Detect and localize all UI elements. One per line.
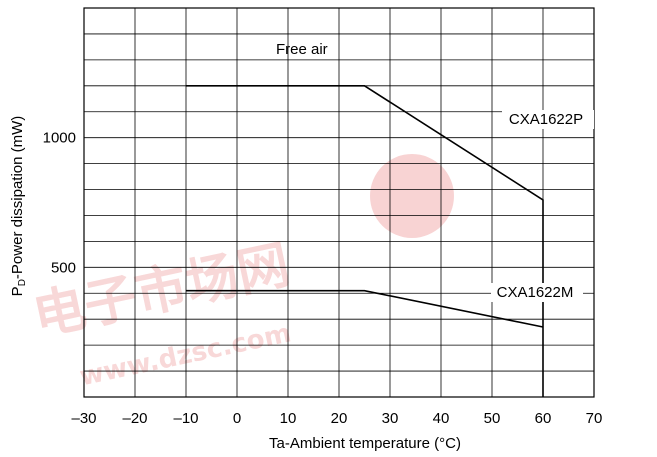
series-line-cxa1622m	[186, 289, 544, 328]
x-axis-label: Ta-Ambient temperature (°C)	[269, 435, 461, 452]
y-axis-label-rest: -Power dissipation (mW)	[9, 116, 26, 279]
watermark-logo-icon	[370, 154, 454, 238]
x-tick-label: 20	[331, 410, 348, 427]
y-axis-label: PD-Power dissipation (mW)	[9, 116, 28, 297]
y-tick-label: 500	[51, 259, 76, 276]
y-axis-label-subscript: D	[17, 279, 28, 286]
x-tick-labels: –30 –20 –10 0 10 20 30 40 50 60 70	[71, 410, 602, 427]
x-tick-label: –10	[173, 410, 198, 427]
series-label-cxa1622m: CXA1622M	[497, 284, 574, 301]
x-tick-label: –30	[71, 410, 96, 427]
x-tick-label: 50	[484, 410, 501, 427]
series-label-bg	[502, 110, 594, 129]
free-air-annotation: Free air	[276, 41, 328, 58]
x-tick-label: 0	[233, 410, 241, 427]
x-tick-label: 40	[433, 410, 450, 427]
series-label-cxa1622p: CXA1622P	[509, 111, 583, 128]
plot-frame	[83, 7, 595, 398]
y-axis-label-prefix: P	[9, 286, 26, 296]
y-tick-labels: 500 1000	[43, 130, 76, 277]
x-tick-label: 70	[586, 410, 603, 427]
grid	[84, 8, 594, 397]
series-label-bg	[491, 283, 583, 302]
x-tick-label: –20	[122, 410, 147, 427]
y-tick-label: 1000	[43, 130, 76, 147]
x-tick-label: 60	[535, 410, 552, 427]
x-tick-label: 10	[280, 410, 297, 427]
x-tick-label: 30	[382, 410, 399, 427]
series-labels: CXA1622P CXA1622M	[491, 110, 594, 302]
